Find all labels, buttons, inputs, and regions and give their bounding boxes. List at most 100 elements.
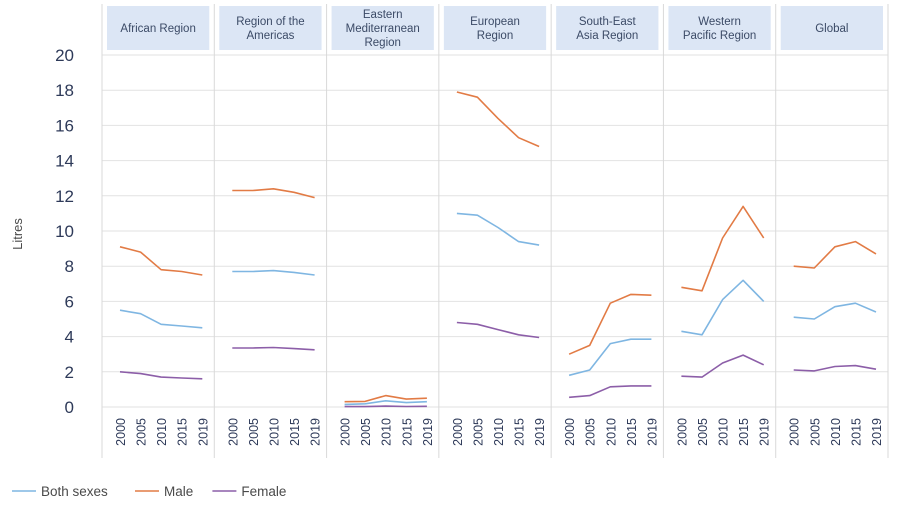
- panel-header: [107, 6, 210, 50]
- x-tick-label: 2019: [533, 418, 547, 446]
- x-tick-label: 2010: [155, 418, 169, 446]
- legend-item: Female: [212, 484, 286, 499]
- panel-header: [443, 6, 547, 50]
- panel-title: African Region: [120, 23, 195, 35]
- series-line-both-sexes: [568, 338, 652, 377]
- y-tick-label: 0: [65, 398, 74, 417]
- series-line-male: [456, 91, 540, 148]
- x-tick-label: 2015: [400, 418, 414, 446]
- x-tick-label: 2000: [451, 418, 465, 446]
- x-tick-label: 2015: [513, 418, 527, 446]
- y-tick-label: 14: [55, 152, 74, 171]
- panel-title: Global: [815, 23, 848, 35]
- panel-3: European Region 2000 2005 2010 2015 2019: [443, 6, 547, 446]
- x-tick-label: 2010: [829, 418, 843, 446]
- panel-5: Western Pacific Region 2000 2005 2010 2015 201…: [668, 6, 772, 446]
- x-tick-label: 2019: [196, 418, 210, 446]
- series-line-male: [119, 246, 203, 276]
- x-tick-label: 2015: [737, 418, 751, 446]
- legend-label: Female: [241, 484, 286, 499]
- x-tick-label: 2010: [717, 418, 731, 446]
- series-line-male: [344, 394, 427, 403]
- y-tick-label: 2: [65, 363, 74, 382]
- x-tick-label: 2005: [471, 418, 485, 446]
- panel-2: Eastern Mediterranean Region 2000 2005 2010 20…: [331, 6, 435, 446]
- series-line-female: [569, 385, 652, 399]
- series-line-both-sexes: [681, 279, 765, 336]
- series-line-male: [232, 188, 315, 199]
- panel-6: Global 2000 2005 2010 2015 2019: [780, 6, 884, 446]
- y-axis: 0 2 4 6 8 10 12 14 16 18 20: [55, 46, 74, 417]
- y-tick-label: 16: [55, 116, 74, 135]
- x-tick-label: 2000: [788, 418, 802, 446]
- y-tick-label: 6: [65, 292, 74, 311]
- x-tick-label: 2005: [584, 418, 598, 446]
- x-tick-label: 2019: [309, 418, 323, 446]
- y-tick-label: 4: [65, 328, 74, 347]
- panel-header: [331, 6, 434, 50]
- panel-header: [780, 6, 883, 50]
- series-line-female: [456, 321, 540, 339]
- series-line-female: [681, 354, 765, 378]
- x-tick-label: 2000: [339, 418, 353, 446]
- panel-title: Eastern Mediterranean Region: [346, 9, 420, 49]
- x-tick-label: 2019: [870, 418, 884, 446]
- y-tick-label: 12: [55, 187, 74, 206]
- x-tick-label: 2015: [849, 418, 863, 446]
- x-tick-label: 2005: [247, 418, 261, 446]
- x-tick-label: 2010: [604, 418, 618, 446]
- y-tick-label: 10: [55, 222, 74, 241]
- panel-header: [668, 6, 771, 50]
- panel-0: African Region 2000 2005 2010 2015 2019: [107, 6, 210, 446]
- panel-title: Region of the Americas: [236, 16, 304, 42]
- series-line-both-sexes: [119, 309, 203, 329]
- series-line-male: [568, 293, 652, 355]
- series-line-female: [793, 364, 877, 372]
- panel-header: [556, 6, 659, 50]
- x-tick-label: 2015: [288, 418, 302, 446]
- x-tick-label: 2005: [808, 418, 822, 446]
- x-tick-label: 2015: [625, 418, 639, 446]
- series-line-female: [344, 405, 427, 408]
- x-tick-label: 2010: [267, 418, 281, 446]
- legend-item: Male: [135, 484, 193, 499]
- x-tick-label: 2000: [114, 418, 128, 446]
- x-tick-label: 2005: [135, 418, 149, 446]
- legend-item: Both sexes: [12, 484, 108, 499]
- x-tick-label: 2019: [421, 418, 435, 446]
- panel-title: European Region: [470, 16, 520, 42]
- panel-title: Western Pacific Region: [683, 16, 757, 42]
- y-axis-label: Litres: [10, 218, 25, 250]
- x-tick-label: 2000: [675, 418, 689, 446]
- panel-header: [219, 6, 322, 50]
- x-tick-label: 2000: [563, 418, 577, 446]
- series-line-female: [232, 346, 315, 351]
- x-tick-label: 2000: [226, 418, 240, 446]
- legend-label: Male: [164, 484, 193, 499]
- series-line-female: [119, 371, 203, 380]
- grid-lines: [101, 4, 889, 458]
- x-tick-label: 2019: [645, 418, 659, 446]
- legend: Both sexes Male Female: [12, 484, 286, 499]
- x-tick-label: 2010: [380, 418, 394, 446]
- series-line-both-sexes: [344, 399, 427, 406]
- series-line-male: [681, 205, 765, 292]
- panel-1: Region of the Americas 2000 2005 2010 2015 201…: [219, 6, 323, 446]
- series-line-both-sexes: [232, 269, 315, 276]
- x-tick-label: 2005: [359, 418, 373, 446]
- x-tick-label: 2019: [758, 418, 772, 446]
- y-tick-label: 18: [55, 81, 74, 100]
- panel-title: South-East Asia Region: [576, 16, 638, 42]
- series-line-male: [793, 240, 877, 269]
- panel-4: South-East Asia Region 2000 2005 2010 2015 201…: [556, 6, 659, 446]
- series-line-both-sexes: [793, 302, 877, 320]
- y-tick-label: 8: [65, 257, 74, 276]
- x-tick-label: 2010: [492, 418, 506, 446]
- x-tick-label: 2015: [176, 418, 190, 446]
- x-tick-label: 2005: [696, 418, 710, 446]
- series-line-both-sexes: [456, 212, 540, 246]
- legend-label: Both sexes: [41, 484, 108, 499]
- y-tick-label: 20: [55, 46, 74, 65]
